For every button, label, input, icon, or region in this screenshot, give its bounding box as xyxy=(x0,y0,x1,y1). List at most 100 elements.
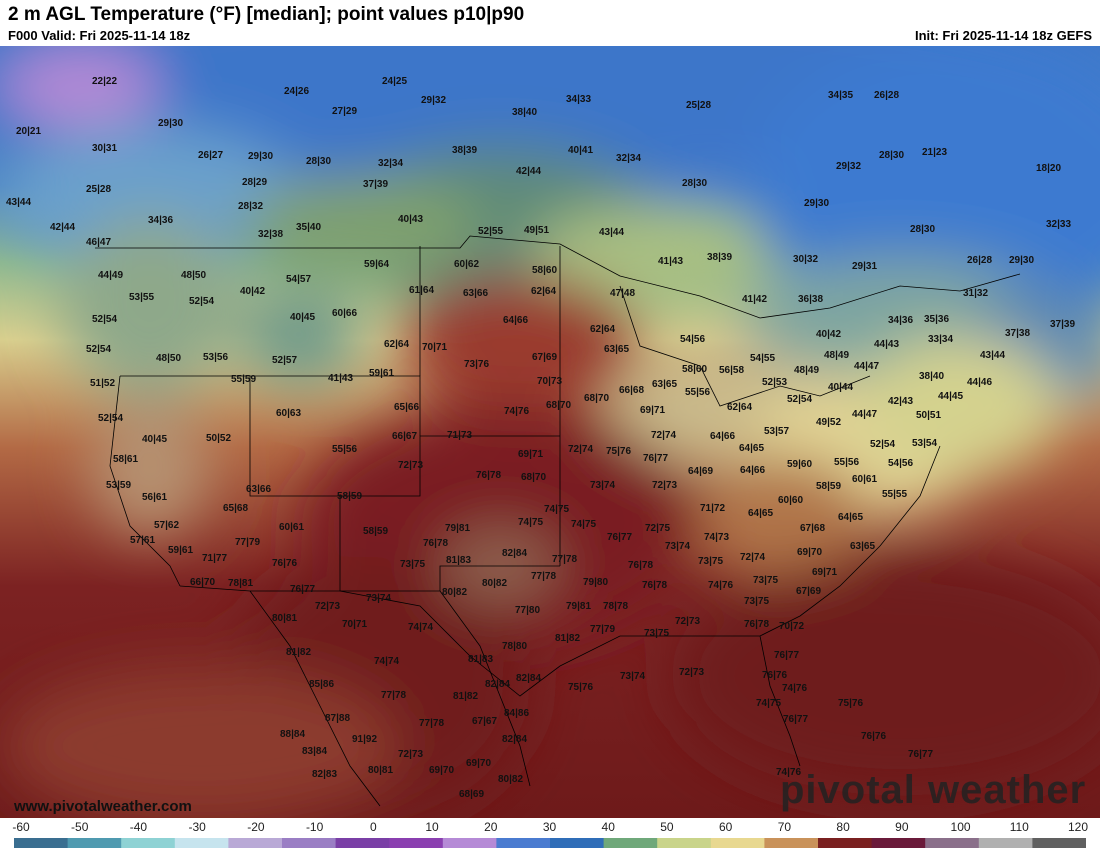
point-value: 29|30 xyxy=(248,151,274,162)
point-value: 38|39 xyxy=(707,252,733,263)
point-value: 60|61 xyxy=(852,474,878,485)
point-value: 34|35 xyxy=(828,90,854,101)
legend-tick: 120 xyxy=(1067,820,1089,834)
point-value: 35|36 xyxy=(924,314,950,325)
point-value: 66|70 xyxy=(190,577,216,588)
point-value: 44|46 xyxy=(967,377,993,388)
point-value: 71|72 xyxy=(700,503,726,514)
point-value: 79|81 xyxy=(445,523,471,534)
point-value: 52|54 xyxy=(86,344,112,355)
point-value: 27|29 xyxy=(332,106,358,117)
point-value: 41|42 xyxy=(742,294,768,305)
point-value: 54|55 xyxy=(750,353,776,364)
point-value: 74|73 xyxy=(704,532,730,543)
legend-color-swatch xyxy=(121,838,176,848)
legend-color-swatch xyxy=(496,838,551,848)
point-value: 72|73 xyxy=(398,749,424,760)
point-value: 62|64 xyxy=(384,339,410,350)
point-value: 24|25 xyxy=(382,76,408,87)
point-value: 49|52 xyxy=(816,417,842,428)
map-title: 2 m AGL Temperature (°F) [median]; point… xyxy=(8,4,525,25)
point-value: 40|45 xyxy=(142,434,168,445)
point-value: 33|34 xyxy=(928,334,954,345)
legend-tick: 90 xyxy=(895,820,909,834)
point-value: 48|50 xyxy=(181,270,207,281)
point-value: 61|64 xyxy=(409,285,435,296)
website-label: www.pivotalweather.com xyxy=(14,798,192,815)
point-value: 32|34 xyxy=(616,153,642,164)
point-value: 41|43 xyxy=(328,373,354,384)
legend-tick: 100 xyxy=(950,820,971,834)
point-value: 57|61 xyxy=(130,535,156,546)
point-value: 52|53 xyxy=(762,377,788,388)
point-value: 40|42 xyxy=(240,286,266,297)
point-value: 63|65 xyxy=(652,379,678,390)
legend-color-swatch xyxy=(603,838,658,848)
point-value: 20|21 xyxy=(16,126,42,137)
point-value: 38|40 xyxy=(919,371,945,382)
point-value: 67|67 xyxy=(472,716,498,727)
point-value: 38|39 xyxy=(452,145,478,156)
legend-tick: -30 xyxy=(188,820,206,834)
point-value: 54|57 xyxy=(286,274,312,285)
point-value: 79|80 xyxy=(583,577,609,588)
point-value: 25|28 xyxy=(686,100,712,111)
point-value: 24|26 xyxy=(284,86,310,97)
point-value: 69|70 xyxy=(466,758,492,769)
point-value: 37|39 xyxy=(1050,319,1076,330)
point-value: 58|60 xyxy=(532,265,558,276)
point-value: 58|59 xyxy=(337,491,363,502)
point-value: 73|75 xyxy=(753,575,779,586)
point-value: 67|69 xyxy=(796,586,822,597)
point-value: 70|72 xyxy=(779,621,805,632)
political-borders xyxy=(95,235,1021,807)
point-value: 75|76 xyxy=(838,698,864,709)
point-value: 60|63 xyxy=(276,408,302,419)
temperature-shading xyxy=(0,46,1100,818)
point-value: 80|82 xyxy=(442,587,468,598)
point-value: 82|84 xyxy=(502,548,528,559)
legend-color-swatch xyxy=(282,838,337,848)
point-value: 41|43 xyxy=(658,256,684,267)
legend-color-swatch xyxy=(442,838,497,848)
point-value: 74|76 xyxy=(776,767,802,778)
legend-color-swatch xyxy=(925,838,980,848)
point-value: 57|62 xyxy=(154,520,180,531)
point-value: 63|65 xyxy=(604,344,630,355)
point-value: 46|47 xyxy=(86,237,112,248)
point-value: 72|73 xyxy=(652,480,678,491)
point-value: 73|75 xyxy=(698,556,724,567)
point-value: 71|77 xyxy=(202,553,228,564)
point-value: 87|88 xyxy=(325,713,351,724)
point-value: 42|44 xyxy=(50,222,76,233)
point-value: 74|76 xyxy=(782,683,808,694)
point-value: 29|30 xyxy=(1009,255,1035,266)
point-value: 70|73 xyxy=(537,376,563,387)
point-value: 25|28 xyxy=(86,184,112,195)
point-value: 79|81 xyxy=(566,601,592,612)
point-value: 80|81 xyxy=(272,613,298,624)
point-value: 51|52 xyxy=(90,378,116,389)
point-value: 82|84 xyxy=(485,679,511,690)
point-value: 71|73 xyxy=(447,430,473,441)
legend-color-swatch xyxy=(764,838,819,848)
point-value: 77|79 xyxy=(590,624,616,635)
legend-color-swatch xyxy=(67,838,122,848)
map-header: 2 m AGL Temperature (°F) [median]; point… xyxy=(0,0,1100,46)
temperature-field xyxy=(0,46,1100,818)
point-value: 47|48 xyxy=(610,288,636,299)
point-value: 64|65 xyxy=(748,508,774,519)
legend-tick: 0 xyxy=(369,820,377,834)
point-value: 65|66 xyxy=(394,402,420,413)
point-value: 40|41 xyxy=(568,145,594,156)
point-value: 68|70 xyxy=(584,393,610,404)
point-value: 28|32 xyxy=(238,201,264,212)
legend-tick: -60 xyxy=(12,820,30,834)
point-value: 38|40 xyxy=(512,107,538,118)
point-value: 73|74 xyxy=(366,593,392,604)
point-value: 77|79 xyxy=(235,537,261,548)
legend-tick: 50 xyxy=(660,820,674,834)
legend-color-swatch xyxy=(14,838,69,848)
point-value: 32|38 xyxy=(258,229,284,240)
point-value: 75|76 xyxy=(606,446,632,457)
